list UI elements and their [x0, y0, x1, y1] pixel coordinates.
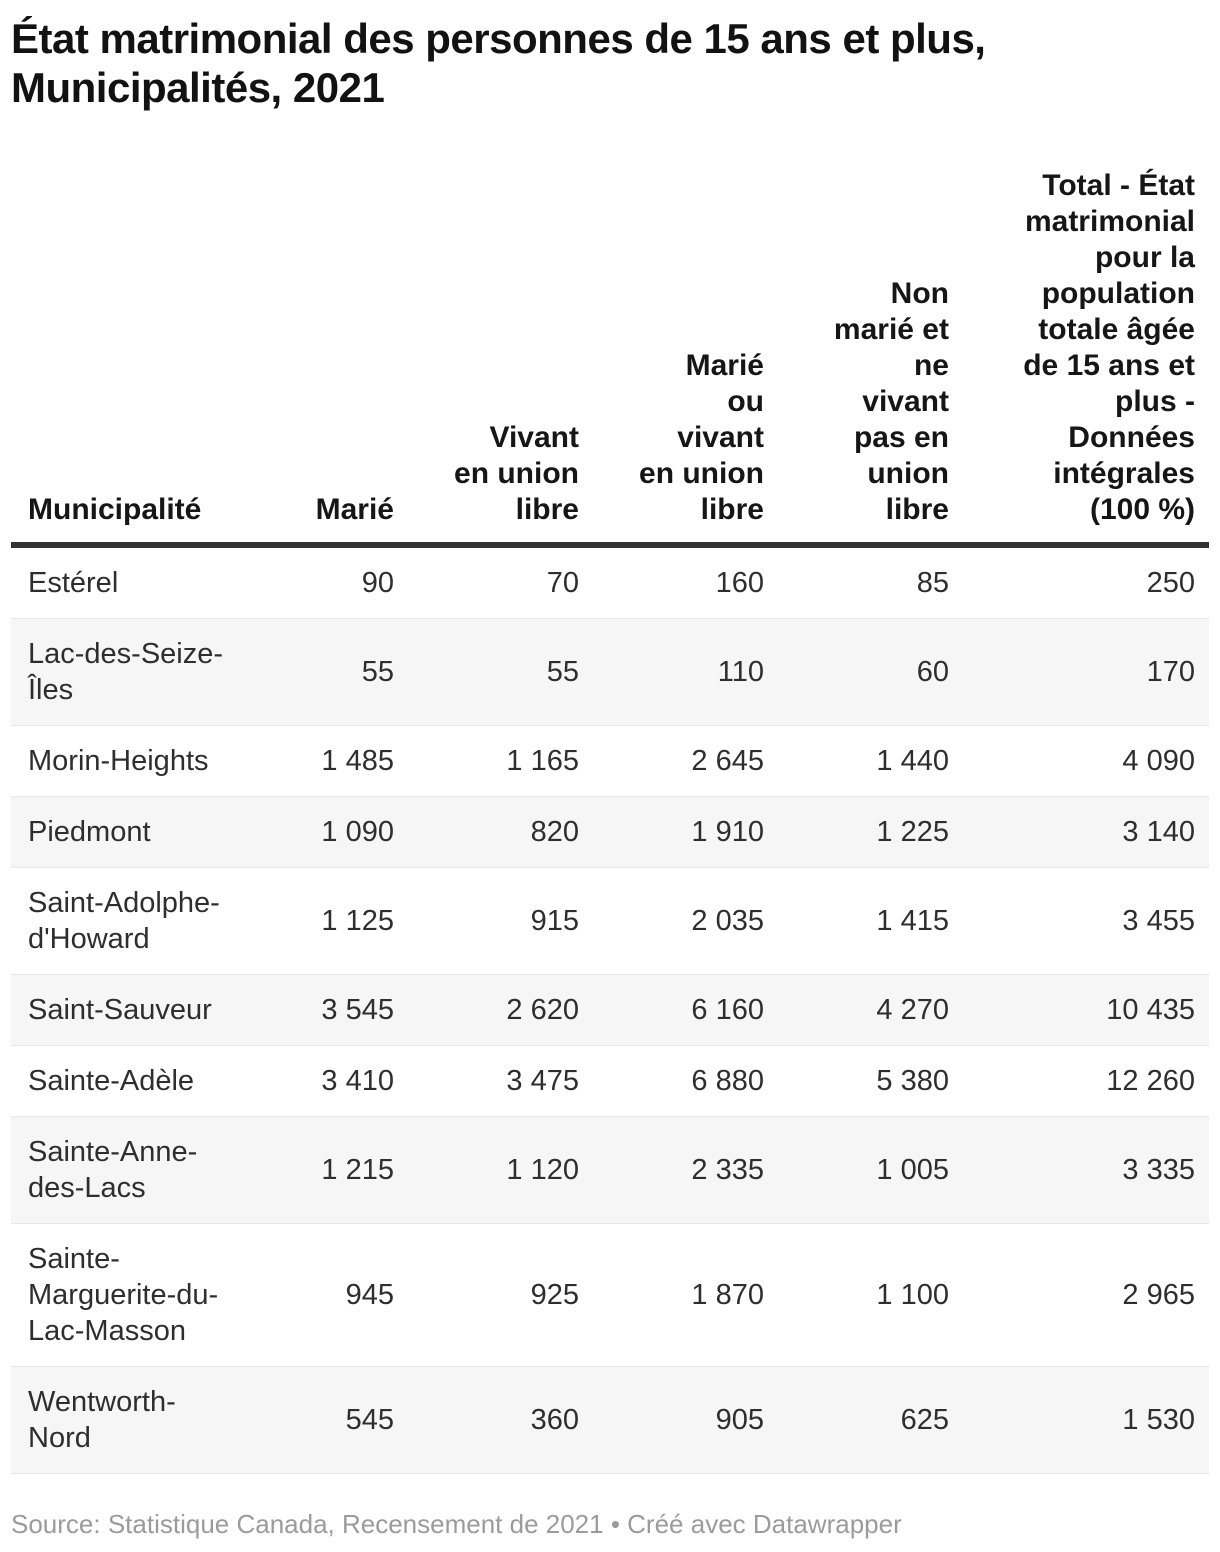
table-row: Saint-Sauveur 3 545 2 620 6 160 4 270 10… [11, 974, 1209, 1046]
value-cell: 1 165 [408, 725, 593, 797]
value-cell: 3 410 [245, 1045, 408, 1117]
value-cell: 915 [408, 867, 593, 975]
municipality-cell: Lac-des-Seize-Îles [11, 618, 245, 726]
value-cell: 1 215 [245, 1116, 408, 1224]
value-cell: 945 [245, 1223, 408, 1367]
value-cell: 820 [408, 796, 593, 868]
column-header-marie: Marié [245, 168, 408, 548]
value-cell: 10 435 [963, 974, 1209, 1046]
chart-title: État matrimonial des personnes de 15 ans… [11, 15, 986, 111]
value-cell: 1 910 [593, 796, 778, 868]
value-cell: 3 545 [245, 974, 408, 1046]
value-cell: 3 455 [963, 867, 1209, 975]
source-note: Source: Statistique Canada, Recensement … [11, 1509, 902, 1539]
value-cell: 2 965 [963, 1223, 1209, 1367]
value-cell: 1 090 [245, 796, 408, 868]
table-row: Sainte-Anne-des-Lacs 1 215 1 120 2 335 1… [11, 1116, 1209, 1224]
column-header-non-marie: Non marié et ne vivant pas en union libr… [778, 168, 963, 548]
municipality-cell: Sainte-Adèle [11, 1045, 245, 1117]
value-cell: 1 005 [778, 1116, 963, 1224]
municipality-cell: Saint-Sauveur [11, 974, 245, 1046]
municipality-cell: Sainte-Marguerite-du-Lac-Masson [11, 1223, 245, 1367]
value-cell: 1 415 [778, 867, 963, 975]
table-row: Sainte-Marguerite-du-Lac-Masson 945 925 … [11, 1223, 1209, 1367]
value-cell: 1 870 [593, 1223, 778, 1367]
municipality-cell: Wentworth-Nord [11, 1366, 245, 1474]
value-cell: 1 485 [245, 725, 408, 797]
value-cell: 1 530 [963, 1366, 1209, 1474]
table-row: Estérel 90 70 160 85 250 [11, 544, 1209, 619]
value-cell: 160 [593, 544, 778, 619]
column-header-union-libre: Vivant en union libre [408, 168, 593, 548]
value-cell: 170 [963, 618, 1209, 726]
value-cell: 1 125 [245, 867, 408, 975]
value-cell: 3 475 [408, 1045, 593, 1117]
value-cell: 55 [408, 618, 593, 726]
value-cell: 905 [593, 1366, 778, 1474]
value-cell: 1 100 [778, 1223, 963, 1367]
value-cell: 6 160 [593, 974, 778, 1046]
value-cell: 12 260 [963, 1045, 1209, 1117]
value-cell: 2 620 [408, 974, 593, 1046]
municipality-cell: Piedmont [11, 796, 245, 868]
table-row: Lac-des-Seize-Îles 55 55 110 60 170 [11, 618, 1209, 726]
value-cell: 4 090 [963, 725, 1209, 797]
value-cell: 2 035 [593, 867, 778, 975]
value-cell: 90 [245, 544, 408, 619]
value-cell: 925 [408, 1223, 593, 1367]
value-cell: 60 [778, 618, 963, 726]
value-cell: 2 335 [593, 1116, 778, 1224]
value-cell: 360 [408, 1366, 593, 1474]
value-cell: 6 880 [593, 1045, 778, 1117]
table-row: Piedmont 1 090 820 1 910 1 225 3 140 [11, 796, 1209, 868]
value-cell: 1 225 [778, 796, 963, 868]
value-cell: 110 [593, 618, 778, 726]
table-row: Morin-Heights 1 485 1 165 2 645 1 440 4 … [11, 725, 1209, 797]
municipality-cell: Morin-Heights [11, 725, 245, 797]
value-cell: 250 [963, 544, 1209, 619]
value-cell: 70 [408, 544, 593, 619]
table-row: Saint-Adolphe-d'Howard 1 125 915 2 035 1… [11, 867, 1209, 975]
municipality-cell: Estérel [11, 544, 245, 619]
value-cell: 3 140 [963, 796, 1209, 868]
value-cell: 2 645 [593, 725, 778, 797]
value-cell: 5 380 [778, 1045, 963, 1117]
column-header-municipalite: Municipalité [11, 168, 245, 548]
table-body: Estérel 90 70 160 85 250 Lac-des-Seize-Î… [11, 544, 1209, 1474]
value-cell: 545 [245, 1366, 408, 1474]
column-header-total: Total - État matrimonial pour la populat… [963, 168, 1209, 548]
value-cell: 625 [778, 1366, 963, 1474]
column-header-marie-ou-union-libre: Marié ou vivant en union libre [593, 168, 778, 548]
header-row: Municipalité Marié Vivant en union libre… [11, 168, 1209, 548]
municipality-cell: Sainte-Anne-des-Lacs [11, 1116, 245, 1224]
table-row: Sainte-Adèle 3 410 3 475 6 880 5 380 12 … [11, 1045, 1209, 1117]
value-cell: 55 [245, 618, 408, 726]
table-row: Wentworth-Nord 545 360 905 625 1 530 [11, 1366, 1209, 1474]
municipality-cell: Saint-Adolphe-d'Howard [11, 867, 245, 975]
value-cell: 3 335 [963, 1116, 1209, 1224]
value-cell: 4 270 [778, 974, 963, 1046]
value-cell: 1 120 [408, 1116, 593, 1224]
value-cell: 85 [778, 544, 963, 619]
value-cell: 1 440 [778, 725, 963, 797]
data-table: Municipalité Marié Vivant en union libre… [11, 168, 1209, 1474]
